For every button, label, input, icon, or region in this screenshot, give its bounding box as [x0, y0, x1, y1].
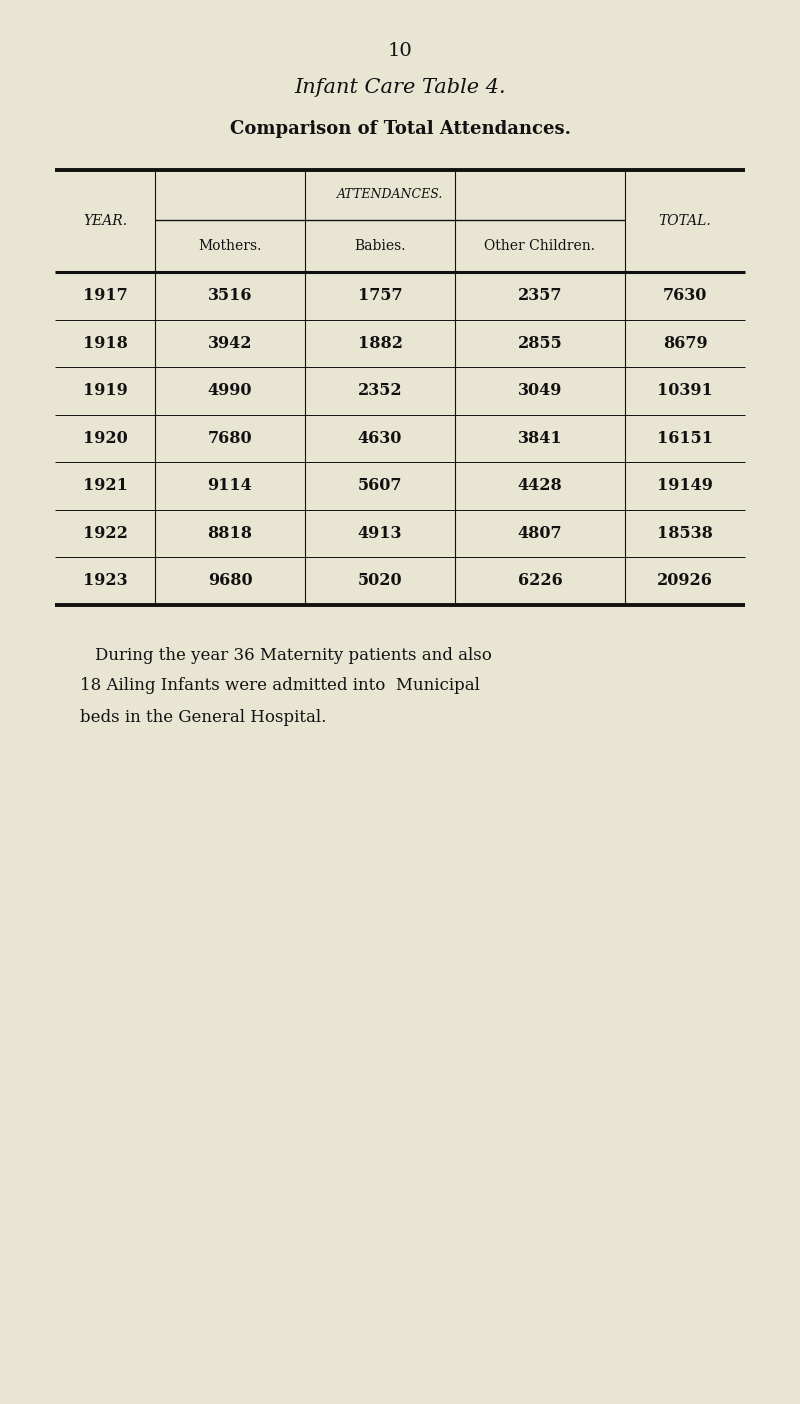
Text: 6226: 6226 [518, 573, 562, 590]
Text: 4990: 4990 [208, 382, 252, 399]
Text: Comparison of Total Attendances.: Comparison of Total Attendances. [230, 119, 570, 138]
Text: 4913: 4913 [358, 525, 402, 542]
Text: 4807: 4807 [518, 525, 562, 542]
Text: 10: 10 [388, 42, 412, 60]
Text: 8818: 8818 [207, 525, 253, 542]
Text: 8679: 8679 [662, 334, 707, 352]
Text: 10391: 10391 [657, 382, 713, 399]
Text: 1920: 1920 [82, 430, 127, 446]
Text: 5020: 5020 [358, 573, 402, 590]
Text: 1918: 1918 [82, 334, 127, 352]
Text: 1923: 1923 [82, 573, 127, 590]
Text: 1882: 1882 [358, 334, 402, 352]
Text: 4630: 4630 [358, 430, 402, 446]
Text: 1919: 1919 [82, 382, 127, 399]
Text: 18 Ailing Infants were admitted into  Municipal: 18 Ailing Infants were admitted into Mun… [80, 678, 480, 695]
Text: Infant Care Table 4.: Infant Care Table 4. [294, 79, 506, 97]
Text: 3942: 3942 [208, 334, 252, 352]
Text: 2855: 2855 [518, 334, 562, 352]
Text: 2357: 2357 [518, 288, 562, 305]
Text: 18538: 18538 [657, 525, 713, 542]
Text: 3049: 3049 [518, 382, 562, 399]
Text: During the year 36 Maternity patients and also: During the year 36 Maternity patients an… [95, 646, 492, 664]
Text: 9680: 9680 [208, 573, 252, 590]
Text: 3841: 3841 [518, 430, 562, 446]
Text: Babies.: Babies. [354, 239, 406, 253]
Text: TOTAL.: TOTAL. [658, 213, 711, 227]
Text: ATTENDANCES.: ATTENDANCES. [337, 188, 443, 202]
Text: 5607: 5607 [358, 477, 402, 494]
Text: 7680: 7680 [208, 430, 252, 446]
Text: 20926: 20926 [657, 573, 713, 590]
Text: 7630: 7630 [663, 288, 707, 305]
Text: 1921: 1921 [82, 477, 127, 494]
Text: Other Children.: Other Children. [485, 239, 595, 253]
Text: 4428: 4428 [518, 477, 562, 494]
Text: 16151: 16151 [657, 430, 713, 446]
Text: beds in the General Hospital.: beds in the General Hospital. [80, 709, 326, 726]
Text: 2352: 2352 [358, 382, 402, 399]
Text: 1922: 1922 [82, 525, 127, 542]
Text: 1757: 1757 [358, 288, 402, 305]
Text: Mothers.: Mothers. [198, 239, 262, 253]
Text: YEAR.: YEAR. [83, 213, 127, 227]
Text: 19149: 19149 [657, 477, 713, 494]
Text: 1917: 1917 [82, 288, 127, 305]
Text: 9114: 9114 [208, 477, 252, 494]
Text: 3516: 3516 [208, 288, 252, 305]
